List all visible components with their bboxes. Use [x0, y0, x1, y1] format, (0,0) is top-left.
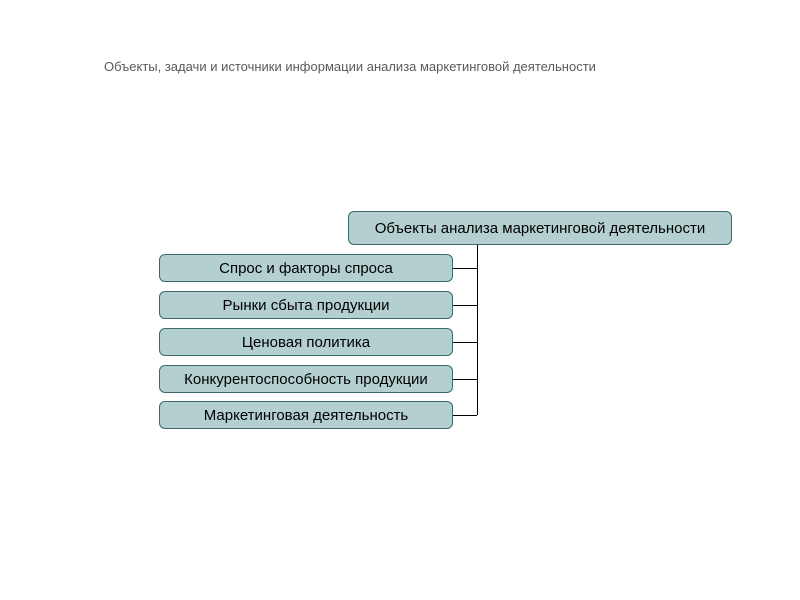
child-node-4: Маркетинговая деятельность	[159, 401, 453, 429]
page-title: Объекты, задачи и источники информации а…	[104, 59, 596, 74]
child-node-1: Рынки сбыта продукции	[159, 291, 453, 319]
connector-branch-0	[453, 268, 477, 269]
connector-branch-2	[453, 342, 477, 343]
connector-branch-4	[453, 415, 477, 416]
root-node: Объекты анализа маркетинговой деятельнос…	[348, 211, 732, 245]
connector-branch-3	[453, 379, 477, 380]
child-node-0: Спрос и факторы спроса	[159, 254, 453, 282]
connector-trunk	[477, 245, 478, 415]
child-node-3: Конкурентоспособность продукции	[159, 365, 453, 393]
child-node-2: Ценовая политика	[159, 328, 453, 356]
connector-branch-1	[453, 305, 477, 306]
